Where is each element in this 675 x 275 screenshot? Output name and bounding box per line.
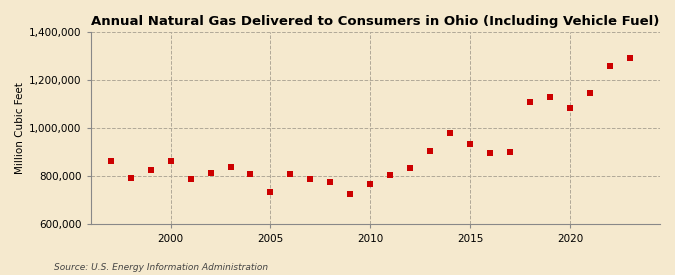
Text: Source: U.S. Energy Information Administration: Source: U.S. Energy Information Administ… [54, 263, 268, 272]
Point [545, 95, 556, 99]
Point [225, 164, 236, 169]
Point [325, 180, 335, 185]
Point [505, 150, 516, 155]
Point [524, 100, 535, 104]
Point [405, 166, 416, 170]
Point [305, 177, 316, 181]
Point [425, 149, 435, 153]
Point [365, 181, 376, 186]
Point [485, 151, 495, 156]
Point [624, 56, 635, 60]
Point [165, 158, 176, 163]
Point [445, 131, 456, 135]
Point [605, 64, 616, 68]
Point [245, 172, 256, 176]
Point [126, 175, 136, 180]
Y-axis label: Million Cubic Feet: Million Cubic Feet [15, 82, 25, 174]
Title: Annual Natural Gas Delivered to Consumers in Ohio (Including Vehicle Fuel): Annual Natural Gas Delivered to Consumer… [91, 15, 659, 28]
Point [105, 158, 116, 163]
Point [205, 170, 216, 175]
Point [265, 190, 276, 194]
Point [345, 192, 356, 197]
Point [385, 173, 396, 177]
Point [185, 177, 196, 181]
Point [465, 142, 476, 146]
Point [565, 106, 576, 110]
Point [145, 168, 156, 172]
Point [285, 172, 296, 176]
Point [585, 91, 595, 95]
